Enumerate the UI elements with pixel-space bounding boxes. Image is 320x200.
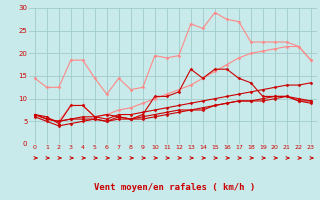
Text: Vent moyen/en rafales ( km/h ): Vent moyen/en rafales ( km/h ) xyxy=(94,183,255,192)
